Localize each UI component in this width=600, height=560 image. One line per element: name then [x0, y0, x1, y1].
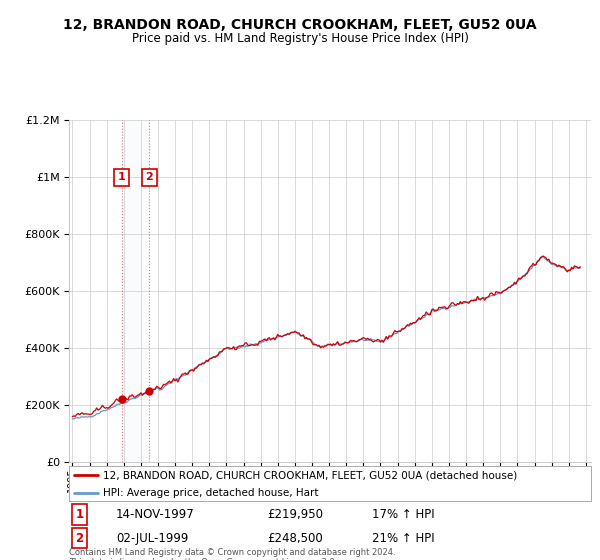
Text: 1: 1	[118, 172, 125, 183]
Bar	[122, 120, 149, 462]
Text: 1: 1	[76, 508, 83, 521]
Text: 14-NOV-1997: 14-NOV-1997	[116, 508, 195, 521]
Text: £219,950: £219,950	[268, 508, 323, 521]
Text: 02-JUL-1999: 02-JUL-1999	[116, 532, 188, 545]
Text: 21% ↑ HPI: 21% ↑ HPI	[372, 532, 434, 545]
Text: £248,500: £248,500	[268, 532, 323, 545]
Text: HPI: Average price, detached house, Hart: HPI: Average price, detached house, Hart	[103, 488, 319, 497]
Text: Contains HM Land Registry data © Crown copyright and database right 2024.
This d: Contains HM Land Registry data © Crown c…	[69, 548, 395, 560]
Text: 12, BRANDON ROAD, CHURCH CROOKHAM, FLEET, GU52 0UA (detached house): 12, BRANDON ROAD, CHURCH CROOKHAM, FLEET…	[103, 470, 517, 480]
Text: 12, BRANDON ROAD, CHURCH CROOKHAM, FLEET, GU52 0UA: 12, BRANDON ROAD, CHURCH CROOKHAM, FLEET…	[63, 18, 537, 32]
Text: Price paid vs. HM Land Registry's House Price Index (HPI): Price paid vs. HM Land Registry's House …	[131, 32, 469, 45]
Text: 2: 2	[76, 532, 83, 545]
Text: 17% ↑ HPI: 17% ↑ HPI	[372, 508, 434, 521]
Text: 2: 2	[146, 172, 154, 183]
